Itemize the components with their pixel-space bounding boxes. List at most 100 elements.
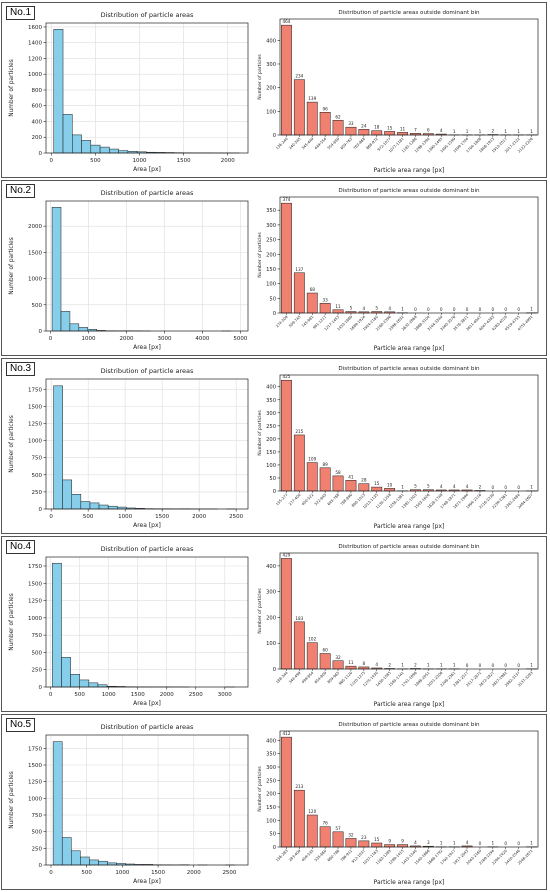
range-bar <box>319 467 331 492</box>
bar-ytick-label: 0 <box>273 489 276 495</box>
bar-ytick-label: 200 <box>266 86 276 92</box>
hist-bar <box>88 682 99 688</box>
category-tick-label: 449-554 <box>314 136 328 150</box>
hist-bar <box>80 501 91 510</box>
hist-ytick-label: 750 <box>32 456 43 462</box>
hist-ytick-label: 250 <box>32 668 43 674</box>
bar-value-label: 15 <box>387 125 393 130</box>
range-bar <box>358 840 370 848</box>
range-bar <box>371 130 383 136</box>
hist-bar <box>53 385 63 510</box>
category-tick-label: 535-660 <box>314 848 328 862</box>
bar-ytick-label: 250 <box>266 238 276 244</box>
bar-ytick-label: 0 <box>273 845 276 851</box>
bar-value-label: 0 <box>440 307 443 312</box>
category-tick-label: 188-344 <box>275 670 289 684</box>
bar-value-label: 1 <box>530 307 533 312</box>
bar-value-label: 1 <box>401 485 404 490</box>
hist-xlabel: Area [px] <box>133 344 161 351</box>
bar-ytick-label: 200 <box>266 437 276 443</box>
outside-bin-bar-chart: 374274-509137509-74568745-98133981-12171… <box>257 188 539 352</box>
category-tick-label: 409-535 <box>301 849 314 862</box>
chart-svg: 0 500 1000 1500 2000 2500 30000250500750100012… <box>9 544 539 708</box>
bar-axes-frame <box>279 374 539 492</box>
category-tick-label: 400-522 <box>301 493 314 506</box>
category-tick-label: 509-745 <box>288 315 301 328</box>
outside-bin-bar-chart: 464 136-240 234 240-345 139 345-449 96 449-554 6… <box>257 10 539 174</box>
bar-ytick-label: 300 <box>266 765 276 771</box>
bar-value-label: 0 <box>479 841 482 846</box>
bar-value-label: 58 <box>335 470 341 475</box>
bar-value-label: 11 <box>400 126 406 131</box>
range-bar <box>281 558 292 670</box>
range-bar <box>281 736 292 848</box>
histogram: 0 500 1000 1500 2000 2500 0 250 500 750 1000 1250 15… <box>9 723 249 885</box>
hist-xtick-label: 2000 <box>192 514 206 520</box>
chart-svg: 0 1000 2000 3000 4000 50000500100015002000Dis… <box>9 188 539 352</box>
range-bar <box>293 272 305 314</box>
bar-value-label: 4 <box>363 306 366 311</box>
hist-xtick-label: 2500 <box>222 870 236 876</box>
bar-value-label: 183 <box>295 616 303 621</box>
bar-value-label: 8 <box>363 661 366 666</box>
hist-xtick-label: 500 <box>81 870 92 876</box>
hist-bar <box>51 207 62 332</box>
bar-value-label: 1 <box>530 841 533 846</box>
bar-value-label: 0 <box>517 485 520 490</box>
bar-ylabel: Number of particles <box>257 588 263 634</box>
bar-value-label: 0 <box>453 307 456 312</box>
bar-value-label: 1 <box>530 129 533 134</box>
hist-bar <box>52 562 62 688</box>
range-bar <box>345 665 357 670</box>
hist-xtick-label: 3000 <box>157 336 171 342</box>
hist-bar <box>107 505 118 510</box>
bar-value-label: 1 <box>453 129 456 134</box>
hist-ytick-label: 1750 <box>28 564 42 570</box>
bar-value-label: 215 <box>295 429 303 434</box>
bar-value-label: 0 <box>504 485 507 490</box>
hist-ytick-label: 1000 <box>28 796 42 802</box>
hist-bar <box>53 29 64 154</box>
category-tick-label: 645-768 <box>327 492 341 506</box>
bar-ytick-label: 100 <box>266 818 276 824</box>
bar-value-label: 0 <box>492 485 495 490</box>
hist-ylabel: Number of particles <box>9 415 15 472</box>
bar-xlabel: Particle area range [px] <box>374 523 445 530</box>
bar-axes-frame <box>279 552 539 670</box>
hist-bar <box>70 674 80 688</box>
bar-axes-frame <box>279 730 539 848</box>
hist-ytick-label: 800 <box>32 88 43 94</box>
hist-bar <box>78 327 89 332</box>
bar-ylabel: Number of particles <box>257 54 263 100</box>
range-bar <box>345 838 357 848</box>
hist-ylabel: Number of particles <box>9 771 15 828</box>
bar-ytick-label: 150 <box>266 805 276 811</box>
bar-value-label: 4 <box>440 128 443 133</box>
hist-title: Distribution of particle areas <box>101 367 194 375</box>
hist-xtick-label: 1000 <box>115 870 129 876</box>
bar-value-label: 0 <box>504 307 507 312</box>
range-bar <box>306 462 318 492</box>
bar-value-label: 374 <box>282 197 290 202</box>
bar-value-label: 24 <box>361 123 367 128</box>
hist-bar <box>89 859 99 866</box>
range-bar <box>319 653 331 670</box>
histogram: 0 500 1000 1500 2000 0 200 400 600 800 1000 1200 140… <box>9 11 249 173</box>
range-bar <box>371 842 383 848</box>
range-bar <box>319 303 331 314</box>
hist-ytick-label: 250 <box>32 846 43 852</box>
bar-ytick-label: 400 <box>266 564 276 570</box>
hist-ytick-label: 0 <box>39 329 43 335</box>
hist-xtick-label: 0 <box>49 514 53 520</box>
bar-ytick-label: 100 <box>266 282 276 288</box>
range-bar <box>384 844 396 848</box>
range-bar <box>332 660 344 670</box>
range-bar <box>281 24 292 136</box>
hist-bar <box>72 134 82 154</box>
hist-ytick-label: 1500 <box>28 404 42 410</box>
bar-value-label: 4 <box>453 484 456 489</box>
range-bar <box>332 309 344 314</box>
hist-xtick-label: 500 <box>74 692 85 698</box>
bar-title: Distribution of particle areas outside d… <box>338 188 480 194</box>
hist-ytick-label: 0 <box>39 863 43 869</box>
